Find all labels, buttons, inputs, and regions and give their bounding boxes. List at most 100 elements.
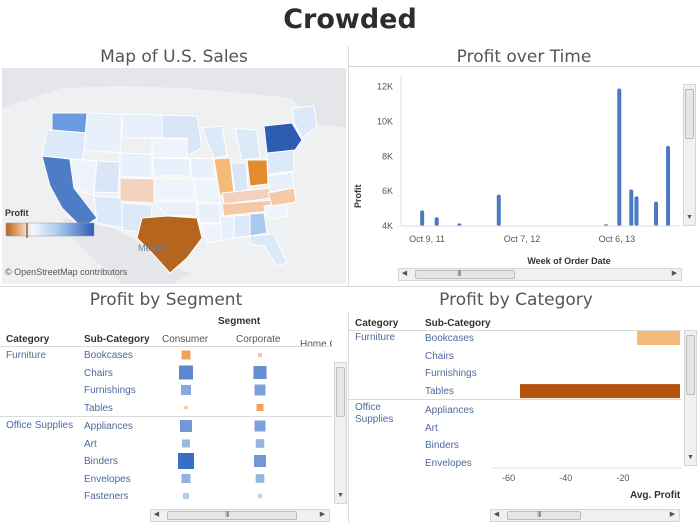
segment-cell[interactable] xyxy=(179,365,193,380)
map-attribution[interactable]: © OpenStreetMap contributors xyxy=(5,267,128,277)
category-hscroll[interactable]: ◀ III ▶ xyxy=(490,509,680,522)
country-label-mexico: Mexico xyxy=(138,243,167,253)
category-subcategory-label: Appliances xyxy=(425,404,474,416)
state-sd xyxy=(151,137,188,159)
segment-vscroll[interactable]: ▼ xyxy=(334,362,347,504)
state-ks xyxy=(153,177,195,201)
profit-bar[interactable] xyxy=(434,217,439,226)
segment-heatmap[interactable] xyxy=(150,346,330,506)
category-vscroll[interactable]: ▼ xyxy=(684,330,697,466)
scroll-down-arrow[interactable]: ▼ xyxy=(687,454,694,461)
profit-time-hscroll[interactable]: ◀ III ▶ xyxy=(398,268,682,281)
scroll-thumb[interactable] xyxy=(167,511,297,520)
category-furniture: Furniture xyxy=(6,350,47,361)
segment-subcategory-label: Envelopes xyxy=(84,473,131,485)
legend-title: Profit xyxy=(5,208,29,218)
segment-cell[interactable] xyxy=(254,420,266,432)
segment-subcategory-label: Binders xyxy=(84,456,118,467)
col-consumer[interactable]: Consumer xyxy=(162,334,209,345)
segment-cell[interactable] xyxy=(253,366,267,379)
state-ia xyxy=(189,157,215,179)
state-ne xyxy=(151,157,191,177)
scroll-left-arrow[interactable]: ◀ xyxy=(401,270,408,277)
profit-bar[interactable] xyxy=(457,223,462,226)
segment-cell[interactable] xyxy=(254,384,266,396)
category-bar[interactable] xyxy=(637,331,680,345)
segment-cell[interactable] xyxy=(181,350,191,360)
category-subcategory-label: Bookcases xyxy=(425,333,474,344)
map-panel[interactable]: Profit Mexico © OpenStreetMap contributo… xyxy=(2,68,346,284)
scroll-left-arrow[interactable]: ◀ xyxy=(493,511,500,518)
state-mn xyxy=(161,114,203,157)
scroll-right-arrow[interactable]: ▶ xyxy=(319,511,326,518)
col-home-office[interactable]: Home Office xyxy=(300,339,332,350)
profit-bar[interactable] xyxy=(666,145,671,226)
scroll-down-arrow[interactable]: ▼ xyxy=(686,214,693,221)
segment-cell[interactable] xyxy=(181,385,191,395)
scroll-left-arrow[interactable]: ◀ xyxy=(153,511,160,518)
x-tick-label: Oct 6, 13 xyxy=(599,234,636,244)
scroll-thumb[interactable] xyxy=(415,270,515,279)
profit-time-vscroll[interactable]: ▼ xyxy=(683,84,696,226)
col-subcategory[interactable]: Sub-Category xyxy=(84,334,150,345)
cat-category-furniture: Furniture xyxy=(355,332,396,343)
scroll-thumb[interactable] xyxy=(685,89,694,139)
state-nd xyxy=(121,113,163,139)
cat-x-label: Avg. Profit xyxy=(630,490,681,501)
category-bar-chart[interactable]: -60 -40 -20 xyxy=(492,330,682,520)
profit-time-chart[interactable]: 12K 10K 8K 6K 4K Oct 9, 11 Oct 7, 12 Oct 6, 13… xyxy=(349,68,685,280)
category-bar[interactable] xyxy=(520,384,680,399)
us-sales-map[interactable]: Profit Mexico © OpenStreetMap contributo… xyxy=(2,68,346,284)
segment-cell[interactable] xyxy=(254,455,266,467)
divider xyxy=(348,46,349,286)
profit-time-title: Profit over Time xyxy=(456,47,592,67)
y-tick-label: 10K xyxy=(377,117,393,127)
scroll-thumb[interactable] xyxy=(507,511,581,520)
profit-bar[interactable] xyxy=(420,210,425,226)
segment-cell[interactable] xyxy=(256,404,264,411)
category-title: Profit by Category xyxy=(439,290,593,310)
profit-bar[interactable] xyxy=(496,194,501,226)
state-ut xyxy=(93,160,121,194)
segment-cell[interactable] xyxy=(180,420,192,432)
divider xyxy=(0,286,700,287)
cat-col-subcategory[interactable]: Sub-Category xyxy=(425,318,491,329)
state-la xyxy=(199,223,225,244)
scroll-right-arrow[interactable]: ▶ xyxy=(669,511,676,518)
scroll-thumb[interactable] xyxy=(686,335,695,395)
segment-subcategory-label: Tables xyxy=(84,402,113,414)
segment-cell[interactable] xyxy=(258,353,262,357)
segment-cell[interactable] xyxy=(255,439,265,448)
category-office-supplies: Office Supplies xyxy=(6,420,74,431)
profit-bar[interactable] xyxy=(654,201,659,226)
segment-subcategory-label: Appliances xyxy=(84,421,133,432)
state-ne-states xyxy=(291,105,318,139)
cat-col-category[interactable]: Category xyxy=(355,318,399,329)
segment-cell[interactable] xyxy=(181,474,191,483)
state-ga xyxy=(249,212,268,237)
segment-cell[interactable] xyxy=(257,493,263,499)
divider xyxy=(348,66,700,67)
state-fl xyxy=(249,233,288,267)
scroll-thumb[interactable] xyxy=(336,367,345,417)
scroll-down-arrow[interactable]: ▼ xyxy=(337,492,344,499)
state-oh xyxy=(246,159,269,187)
category-subcategory-label: Binders xyxy=(425,440,459,452)
state-co xyxy=(119,177,155,204)
segment-cell[interactable] xyxy=(178,453,194,469)
state-ny xyxy=(263,122,303,154)
state-va xyxy=(267,171,295,193)
scroll-right-arrow[interactable]: ▶ xyxy=(671,270,678,277)
segment-cell[interactable] xyxy=(183,493,189,499)
profit-bar[interactable] xyxy=(629,189,634,226)
segment-cell[interactable] xyxy=(182,439,190,448)
col-category[interactable]: Category xyxy=(6,334,50,345)
segment-header: Segment xyxy=(218,316,261,327)
profit-bar[interactable] xyxy=(634,196,639,226)
cat-x-tick-label: -40 xyxy=(559,473,572,483)
col-corporate[interactable]: Corporate xyxy=(236,334,281,345)
profit-bar[interactable] xyxy=(617,88,622,227)
segment-cell[interactable] xyxy=(184,405,188,410)
segment-cell[interactable] xyxy=(255,474,265,483)
segment-hscroll[interactable]: ◀ III ▶ xyxy=(150,509,330,522)
